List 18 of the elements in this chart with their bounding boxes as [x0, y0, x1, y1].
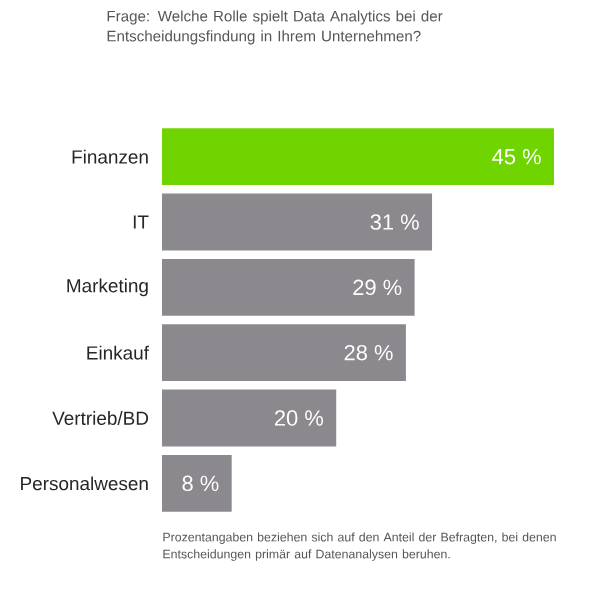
y-tick-label: Finanzen	[72, 149, 148, 164]
data-label: 45 %	[492, 148, 541, 165]
bar	[162, 258, 415, 316]
y-tick-label: Marketing	[67, 278, 148, 297]
y-tick-label: IT	[133, 215, 149, 229]
data-label: 29 %	[353, 279, 402, 296]
data-label: 28 %	[344, 344, 393, 361]
bar	[162, 193, 433, 251]
bar	[162, 324, 406, 382]
bar	[162, 454, 232, 512]
data-label: 31 %	[370, 214, 419, 230]
data-label: 20 %	[274, 410, 323, 426]
y-tick-label: Personalwesen	[21, 476, 148, 491]
bar	[162, 389, 337, 447]
y-tick-label: Einkauf	[87, 345, 149, 360]
y-tick-label: Vertrieb/BD	[52, 411, 149, 425]
data-label: 8 %	[182, 475, 219, 492]
bar	[162, 128, 554, 186]
